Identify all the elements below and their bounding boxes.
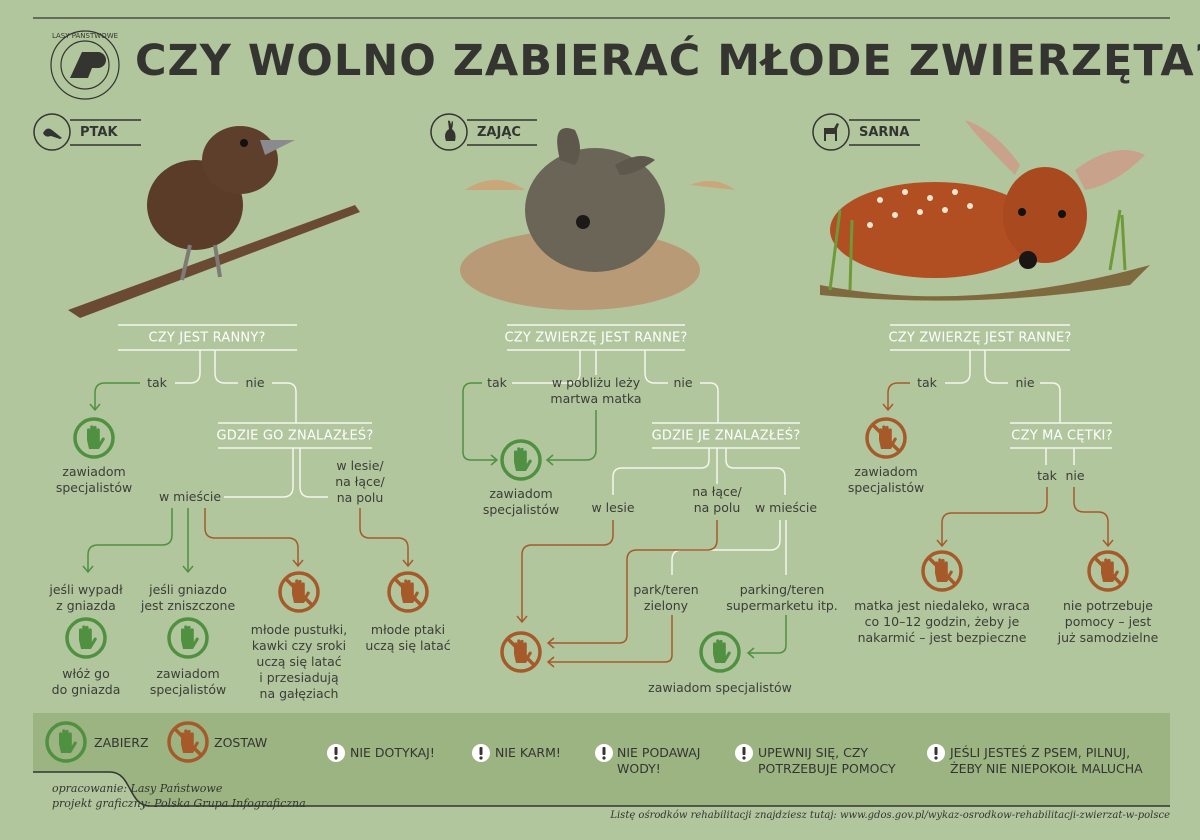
option-forest: w lesie xyxy=(591,500,635,515)
deer-icon xyxy=(812,113,850,151)
answer-no: nie xyxy=(1065,468,1085,483)
take-icon xyxy=(699,631,741,673)
bird-flow-lines xyxy=(82,324,414,574)
question: GDZIE JE ZNALAZŁEŚ? xyxy=(651,428,801,444)
answer-yes: tak xyxy=(487,375,507,390)
take-icon xyxy=(167,617,209,659)
leave-icon xyxy=(500,631,542,673)
hare-illustration xyxy=(460,128,735,310)
warning: NIE DOTYKAJ! xyxy=(350,745,435,760)
deer-flow-lines xyxy=(882,324,1114,548)
credit-design: projekt graficzny: Polska Grupa Infograf… xyxy=(52,797,306,810)
answer-yes: tak xyxy=(917,375,937,390)
lasy-panstwowe-logo: LASY PAŃSTWOWE xyxy=(50,30,120,100)
case-text: młode pustułki, kawki czy sroki uczą się l… xyxy=(250,622,348,701)
result-text: matka jest niedaleko, wraca co 10–12 godz… xyxy=(854,598,1030,645)
result-text: zawiadom specjalistów xyxy=(55,464,133,495)
warning: UPEWNIJ SIĘ, CZY POTRZEBUJE POMOCY xyxy=(758,745,896,776)
rehab-centers-link[interactable]: Listę ośrodków rehabilitacji znajdziesz … xyxy=(610,810,1170,821)
answer-no: nie xyxy=(673,375,693,390)
credit-author: opracowanie: Lasy Państwowe xyxy=(52,782,223,795)
rabbit-icon xyxy=(430,113,468,151)
leave-icon xyxy=(865,417,907,459)
answer-no: nie xyxy=(1015,375,1035,390)
exclamation-icon xyxy=(735,744,753,762)
question: CZY ZWIERZĘ JEST RANNE? xyxy=(888,330,1072,346)
warning: JEŚLI JESTEŚ Z PSEM, PILNUJ, ŻEBY NIE NIE… xyxy=(950,745,1143,776)
result-text: nie potrzebuje pomocy – jest już samodziel… xyxy=(1057,598,1159,645)
exclamation-icon xyxy=(595,744,613,762)
result-text: zawiadom specjalistów xyxy=(648,680,792,695)
exclamation-icon xyxy=(927,744,945,762)
leave-icon xyxy=(278,571,320,613)
take-icon xyxy=(73,417,115,459)
svg-text:LASY PAŃSTWOWE: LASY PAŃSTWOWE xyxy=(52,31,118,40)
case-text: jeśli wypadł z gniazda xyxy=(49,582,123,613)
leave-icon xyxy=(1087,550,1129,592)
result-text: zawiadom specjalistów xyxy=(847,464,925,495)
answer-mother-dead: w pobliżu leży martwa matka xyxy=(550,375,642,406)
section-bird: PTAK xyxy=(80,125,118,140)
exclamation-icon xyxy=(472,744,490,762)
bird-illustration xyxy=(68,126,360,318)
option-park: park/teren zielony xyxy=(633,582,699,613)
case-text: młode ptaki uczą się latać xyxy=(365,622,451,653)
answer-yes: tak xyxy=(1037,468,1057,483)
bird-icon xyxy=(33,113,71,151)
question: GDZIE GO ZNALAZŁEŚ? xyxy=(216,428,374,444)
legend-take: ZABIERZ xyxy=(94,735,149,750)
fawn-illustration xyxy=(820,120,1150,301)
section-deer: SARNA xyxy=(859,125,910,140)
leave-icon xyxy=(921,550,963,592)
exclamation-icon xyxy=(327,744,345,762)
take-icon xyxy=(500,439,542,481)
take-icon xyxy=(65,617,107,659)
option-city: w mieście xyxy=(158,489,222,504)
question: CZY ZWIERZĘ JEST RANNE? xyxy=(504,330,688,346)
warning: NIE PODAWAJ WODY! xyxy=(617,745,701,776)
option-meadow: na łące/na polu xyxy=(692,484,742,515)
leave-icon xyxy=(387,571,429,613)
result-text: zawiadom specjalistów xyxy=(149,666,227,697)
option-forest: w lesie/na łące/na polu xyxy=(335,458,385,505)
answer-no: nie xyxy=(245,375,265,390)
legend-leave: ZOSTAW xyxy=(214,735,268,750)
question: CZY MA CĘTKI? xyxy=(1011,428,1113,444)
case-text: jeśli gniazdo jest zniszczone xyxy=(140,582,236,613)
warning: NIE KARM! xyxy=(495,745,561,760)
page-title: CZY WOLNO ZABIERAĆ MŁODE ZWIERZĘTA? xyxy=(135,36,1200,86)
hare-flow-lines xyxy=(462,324,800,668)
result-text: zawiadom specjalistów xyxy=(482,486,560,517)
option-city: w mieście xyxy=(754,500,818,515)
section-hare: ZAJĄC xyxy=(477,125,521,140)
result-text: włóż go do gniazda xyxy=(51,666,121,697)
option-parking: parking/teren supermarketu itp. xyxy=(726,582,838,613)
answer-yes: tak xyxy=(147,375,167,390)
question: CZY JEST RANNY? xyxy=(148,330,266,346)
